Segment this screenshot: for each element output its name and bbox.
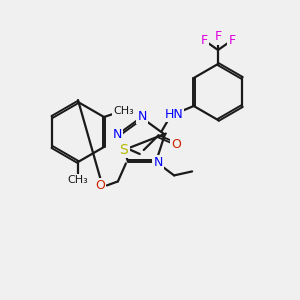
Text: CH₃: CH₃ [114, 106, 134, 116]
Text: S: S [119, 143, 128, 157]
Text: N: N [153, 156, 163, 169]
Text: N: N [137, 110, 147, 122]
Text: N: N [112, 128, 122, 141]
Text: O: O [95, 179, 105, 192]
Text: F: F [228, 34, 236, 47]
Text: CH₃: CH₃ [68, 175, 88, 185]
Text: HN: HN [164, 107, 183, 121]
Text: F: F [200, 34, 208, 47]
Text: O: O [171, 137, 181, 151]
Text: F: F [214, 31, 222, 44]
